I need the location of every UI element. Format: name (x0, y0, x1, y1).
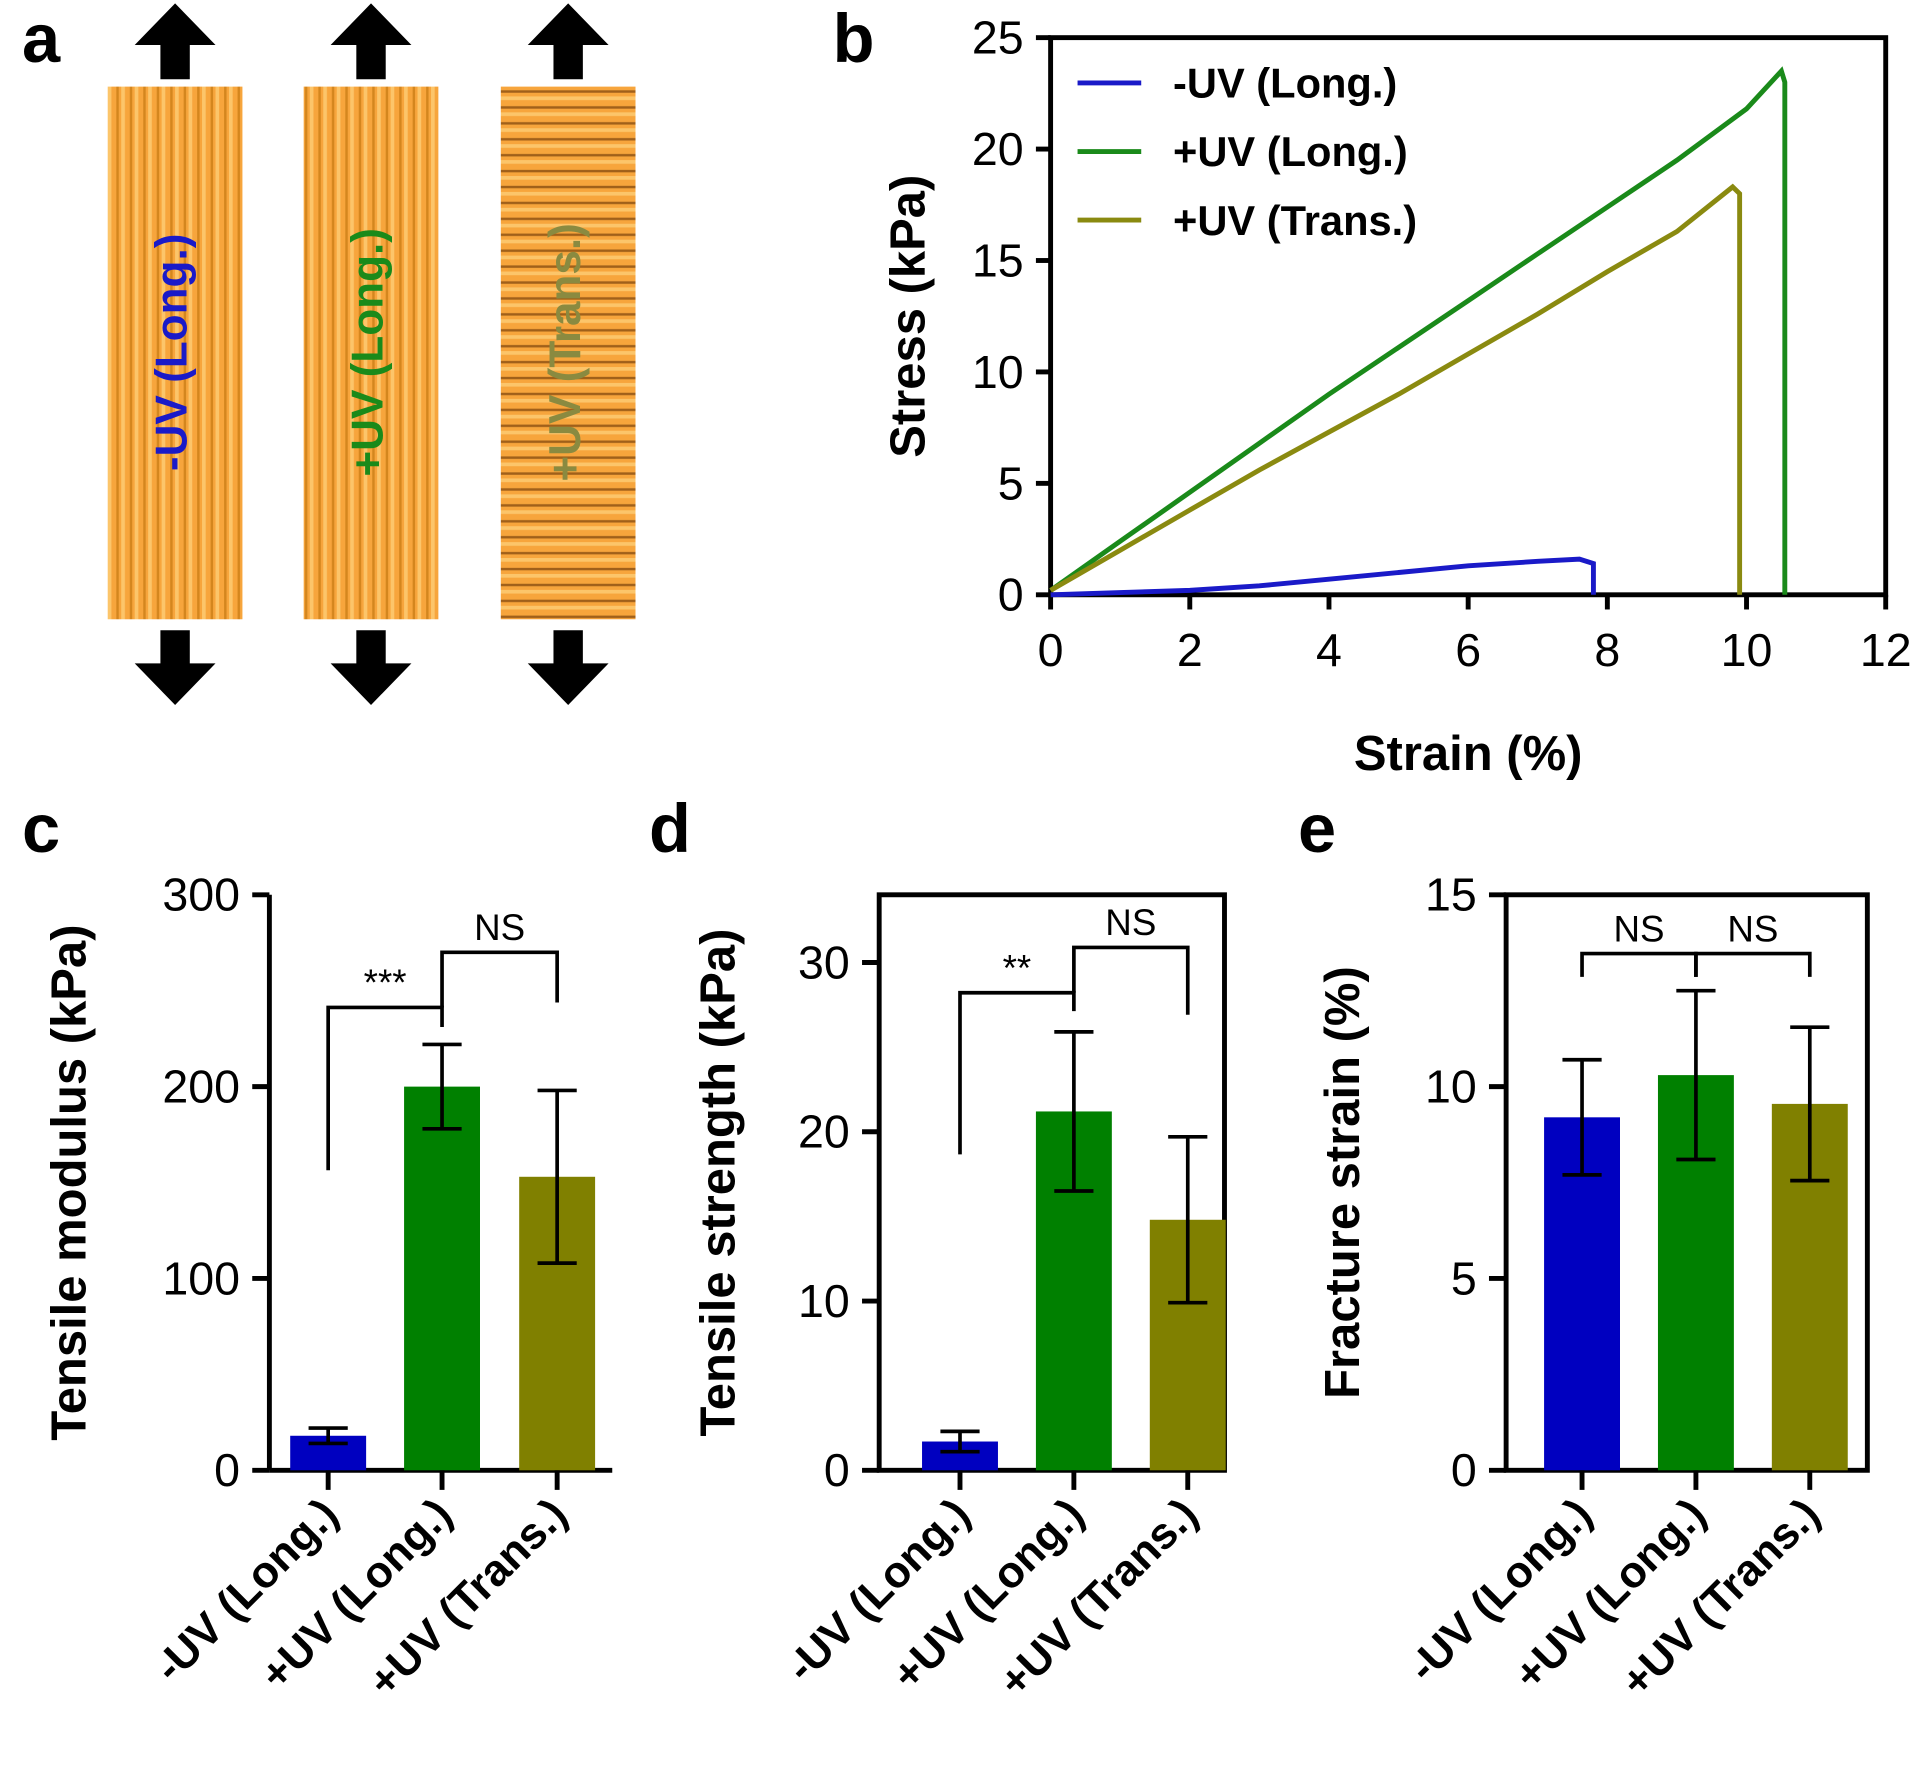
x-tick-label: 8 (1594, 624, 1620, 676)
strip-label: +UV (Trans.) (541, 223, 590, 481)
y-tick-label: 5 (998, 457, 1024, 509)
significance-bracket (1694, 951, 1812, 977)
legend-label: +UV (Trans.) (1173, 197, 1417, 244)
y-axis-title: Fracture strain (%) (1316, 966, 1370, 1399)
data-line (1050, 556, 1596, 598)
y-tick-label: 10 (972, 346, 1024, 398)
error-bar (422, 1042, 462, 1131)
legend-label: +UV (Long.) (1173, 128, 1408, 175)
y-tick-label: 5 (1451, 1252, 1477, 1304)
significance-label: ** (1003, 948, 1032, 989)
y-tick-label: 30 (798, 936, 850, 988)
strip (107, 86, 243, 620)
x-tick-label: 2 (1177, 624, 1203, 676)
plot-frame (1048, 35, 1889, 598)
error-bar (537, 1088, 577, 1265)
arrow (527, 3, 609, 80)
error-bar (1676, 988, 1716, 1162)
significance-bracket (958, 990, 1076, 1155)
strip (500, 86, 636, 620)
x-tick-label: 4 (1316, 624, 1342, 676)
error-bar (308, 1426, 348, 1446)
y-tick-label: 15 (1425, 869, 1477, 921)
error-bar (1790, 1025, 1830, 1183)
y-tick-label: 100 (162, 1252, 240, 1304)
strip-label: -UV (Long.) (148, 234, 197, 471)
error-bar (940, 1429, 980, 1454)
arrow (527, 630, 609, 705)
significance-bracket (440, 950, 559, 1008)
x-axis-title: Strain (%) (1354, 727, 1583, 781)
significance-label: *** (364, 962, 407, 1003)
strip-label: +UV (Long.) (344, 228, 393, 477)
y-axis-title: Tensile strength (kPa) (692, 929, 746, 1437)
x-tick-label: 6 (1455, 624, 1481, 676)
legend-label: -UV (Long.) (1173, 60, 1397, 107)
x-tick-label: 12 (1860, 624, 1912, 676)
error-bar (1562, 1057, 1602, 1177)
y-tick-label: 15 (972, 234, 1024, 286)
panel-label: a (22, 0, 61, 77)
arrow (134, 3, 216, 80)
y-tick-label: 10 (1425, 1061, 1477, 1113)
x-tick-label: +UV (Trans.) (990, 1489, 1207, 1706)
y-tick-label: 300 (162, 869, 240, 921)
y-tick-label: 20 (798, 1106, 850, 1158)
y-axis-title: Tensile modulus (kPa) (43, 924, 97, 1440)
data-line (1049, 183, 1743, 595)
arrow (134, 630, 216, 705)
panel-label: b (833, 0, 875, 77)
strip (303, 86, 439, 620)
error-bar (1054, 1030, 1094, 1193)
significance-bracket (1580, 951, 1698, 977)
y-tick-label: 25 (972, 12, 1024, 64)
y-tick-label: 0 (824, 1444, 850, 1496)
y-tick-label: 200 (162, 1061, 240, 1113)
x-tick-label: 10 (1721, 624, 1773, 676)
panel-label: c (22, 790, 60, 867)
significance-label: NS (1613, 908, 1664, 949)
x-tick-label: 0 (1038, 624, 1064, 676)
y-tick-label: 0 (214, 1444, 240, 1496)
x-tick-label: +UV (Trans.) (359, 1489, 576, 1706)
y-tick-label: 0 (1451, 1444, 1477, 1496)
significance-bracket (326, 1005, 444, 1171)
y-tick-label: 10 (798, 1275, 850, 1327)
y-tick-label: 0 (998, 569, 1024, 621)
x-tick-label: +UV (Trans.) (1612, 1489, 1829, 1706)
data-line (1049, 66, 1788, 595)
arrow (330, 630, 412, 705)
significance-bracket (1072, 945, 1190, 1015)
significance-label: NS (1105, 902, 1156, 943)
arrow (330, 3, 412, 80)
error-bar (1168, 1135, 1208, 1305)
panel-label: e (1298, 790, 1336, 867)
bar (404, 1086, 480, 1471)
panel-label: d (649, 790, 691, 867)
significance-label: NS (1727, 908, 1778, 949)
significance-label: NS (474, 907, 525, 948)
y-axis-title: Stress (kPa) (881, 175, 935, 458)
y-tick-label: 20 (972, 123, 1024, 175)
